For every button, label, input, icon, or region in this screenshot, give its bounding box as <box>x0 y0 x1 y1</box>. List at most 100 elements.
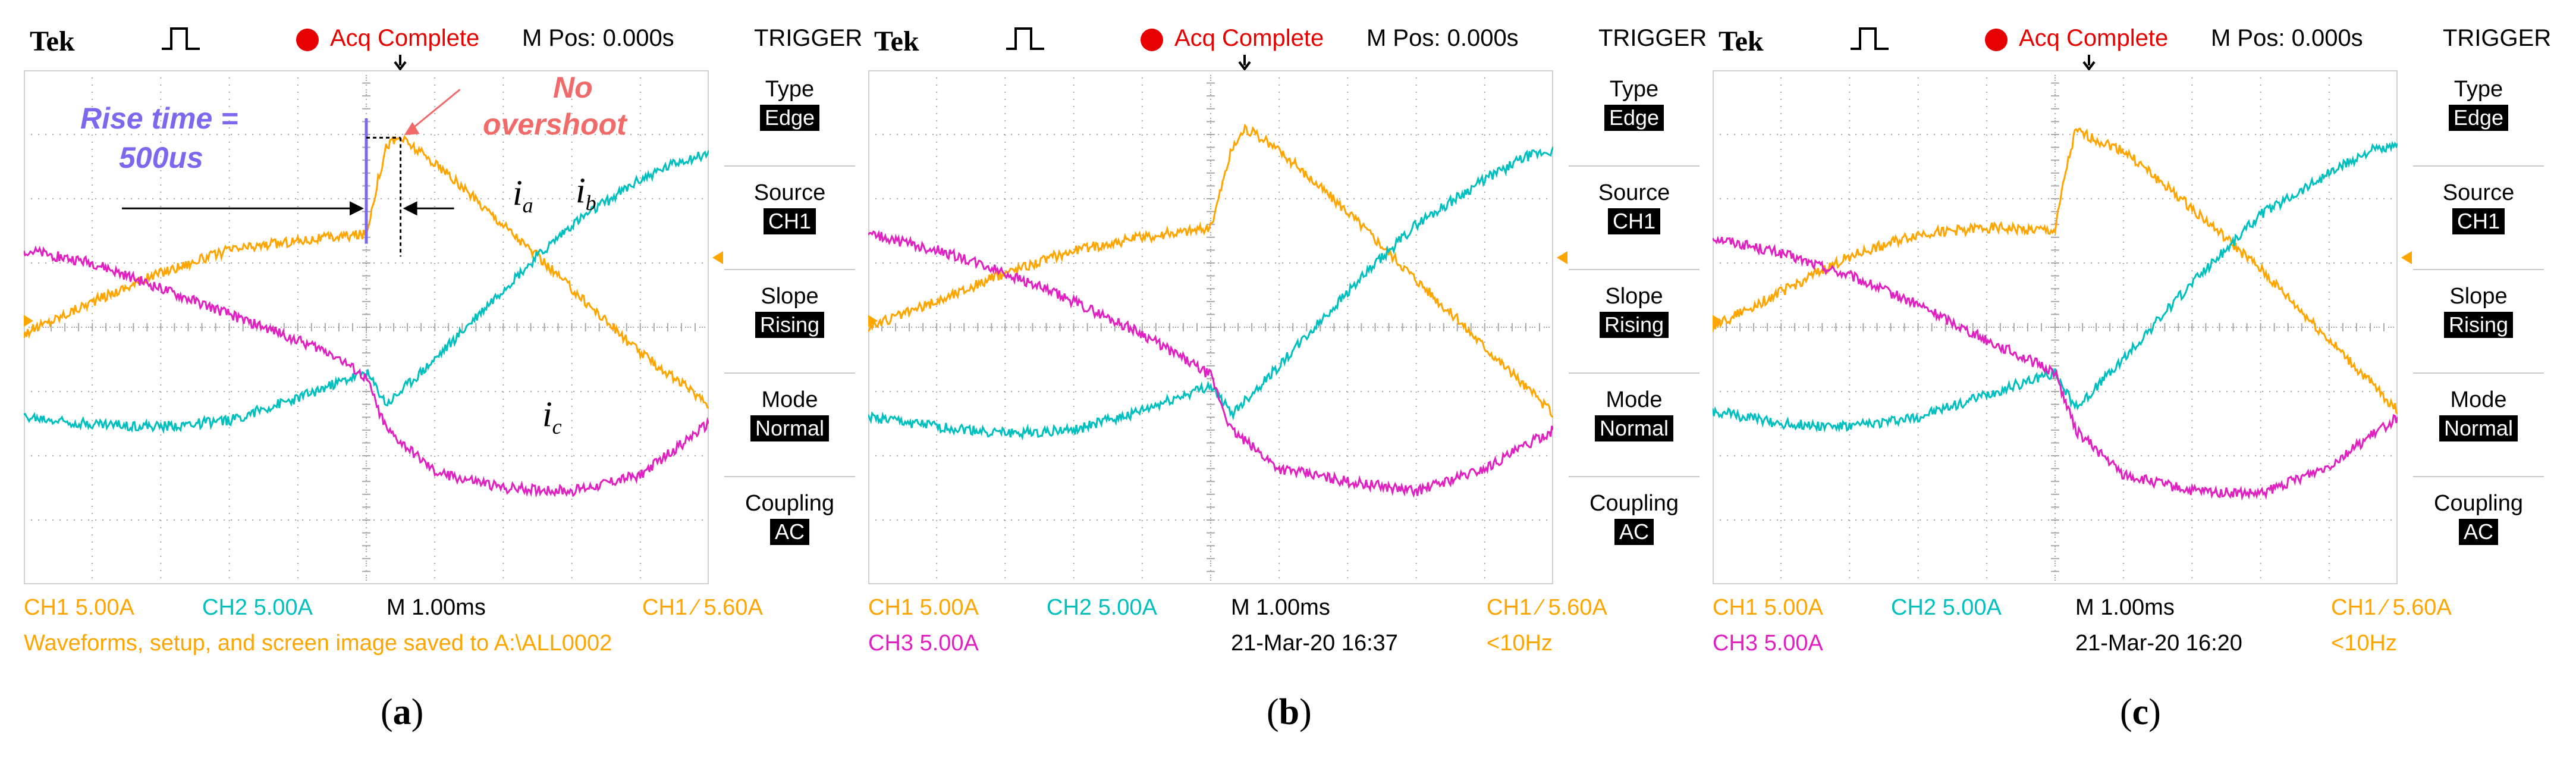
horizontal-position: M Pos: 0.000s <box>522 25 674 51</box>
horizontal-position: M Pos: 0.000s <box>2211 25 2363 51</box>
menu-item-coupling[interactable]: Coupling AC <box>1563 490 1705 545</box>
trigger-frequency: <10Hz <box>1487 631 1553 656</box>
trigger-menu: Type Edge Source CH1 Slope Rising Mode Norma… <box>1563 70 1705 584</box>
graticule-b <box>868 70 1553 584</box>
caption-b-letter: b <box>1278 692 1300 732</box>
caption-b: (b) <box>1267 691 1312 734</box>
menu-label-source: Source <box>753 180 826 205</box>
menu-item-slope[interactable]: Slope Rising <box>2407 283 2550 338</box>
menu-item-source[interactable]: Source CH1 <box>718 180 861 234</box>
trigger-frequency: <10Hz <box>2331 631 2397 656</box>
ch2-scale: CH2 5.00A <box>202 595 313 620</box>
menu-label-coupling: Coupling <box>745 491 834 516</box>
menu-item-coupling[interactable]: Coupling AC <box>718 490 861 545</box>
ch3-scale: CH3 5.00A <box>1713 631 1823 656</box>
menu-item-source[interactable]: Source CH1 <box>1563 180 1705 234</box>
label-ib: ib <box>576 170 596 215</box>
trigger-readout: CH1 ∕ 5.60A <box>2331 595 2452 620</box>
menu-value-slope: Rising <box>2443 312 2514 338</box>
menu-value-mode: Normal <box>750 415 829 441</box>
menu-item-mode[interactable]: Mode Normal <box>2407 387 2550 441</box>
menu-label-type: Type <box>765 77 815 102</box>
rise-time-label: Rise time = <box>80 102 238 135</box>
brand-logo: Tek <box>1719 26 1764 57</box>
menu-label-slope: Slope <box>761 284 819 309</box>
label-ic: ic <box>542 394 562 439</box>
timestamp: 21-Mar-20 16:20 <box>2075 631 2242 656</box>
menu-item-slope[interactable]: Slope Rising <box>718 283 861 338</box>
menu-label-coupling: Coupling <box>2434 491 2523 516</box>
acq-status: Acq Complete <box>2019 25 2169 51</box>
menu-divider <box>724 165 855 167</box>
menu-item-slope[interactable]: Slope Rising <box>1563 283 1705 338</box>
label-ic-base: i <box>542 394 552 434</box>
menu-label-slope: Slope <box>2449 284 2508 309</box>
menu-item-type[interactable]: Type Edge <box>718 76 861 131</box>
menu-value-slope: Rising <box>755 312 825 338</box>
trigger-pulse-icon <box>1006 27 1044 50</box>
menu-value-source: CH1 <box>1607 208 1661 234</box>
menu-label-coupling: Coupling <box>1589 491 1679 516</box>
menu-label-mode: Mode <box>2450 387 2507 412</box>
graticule-c <box>1713 70 2398 584</box>
ch2-scale: CH2 5.00A <box>1891 595 2002 620</box>
no-overshoot-label-2: overshoot <box>483 108 627 141</box>
trigger-menu-title: TRIGGER <box>2443 25 2552 51</box>
menu-label-source: Source <box>1598 180 1670 205</box>
timestamp: 21-Mar-20 16:37 <box>1231 631 1398 656</box>
overshoot-arrowhead <box>404 122 420 136</box>
scope-panel-b: Tek Acq Complete M Pos: 0.000s TRIGGER T… <box>868 13 1707 691</box>
caption-a: (a) <box>381 691 423 734</box>
menu-label-type: Type <box>1609 77 1659 102</box>
trigger-menu-title: TRIGGER <box>1598 25 1707 51</box>
ch2-scale: CH2 5.00A <box>1047 595 1157 620</box>
menu-item-mode[interactable]: Mode Normal <box>718 387 861 441</box>
ch1-scale: CH1 5.00A <box>1713 595 1823 620</box>
menu-divider <box>2413 372 2544 374</box>
ground-marker <box>24 315 33 327</box>
menu-item-type[interactable]: Type Edge <box>1563 76 1705 131</box>
graticule-border <box>868 70 1553 584</box>
ground-marker <box>1713 315 1722 327</box>
label-ic-sub: c <box>552 415 562 439</box>
graticule-a <box>24 70 709 584</box>
menu-item-type[interactable]: Type Edge <box>2407 76 2550 131</box>
timebase: M 1.00ms <box>387 595 486 620</box>
rise-arrowhead-left <box>350 201 364 216</box>
waveform-ic <box>1713 236 2398 501</box>
scope-header: Tek Acq Complete M Pos: 0.000s TRIGGER <box>1713 13 2552 71</box>
menu-item-mode[interactable]: Mode Normal <box>1563 387 1705 441</box>
menu-item-source[interactable]: Source CH1 <box>2407 180 2550 234</box>
scope-header: Tek Acq Complete M Pos: 0.000s TRIGGER <box>24 13 863 71</box>
caption-b-open: ( <box>1267 692 1279 732</box>
waveform-ic <box>868 230 1553 498</box>
trigger-position-arrow-icon <box>394 55 407 71</box>
scope-panel-a: Tek Acq Complete M Pos: 0.000s TRIGGER T… <box>24 13 863 691</box>
menu-label-mode: Mode <box>761 387 818 412</box>
ch1-trigger-level-marker <box>712 251 723 264</box>
menu-divider <box>1569 372 1699 374</box>
menu-value-coupling: AC <box>769 519 809 545</box>
menu-label-type: Type <box>2454 77 2503 102</box>
menu-label-source: Source <box>2442 180 2515 205</box>
menu-item-coupling[interactable]: Coupling AC <box>2407 490 2550 545</box>
caption-c-letter: c <box>2132 692 2149 732</box>
menu-value-mode: Normal <box>2439 415 2518 441</box>
rise-time-value: 500us <box>119 141 203 174</box>
menu-divider <box>1569 269 1699 270</box>
menu-divider <box>2413 476 2544 477</box>
menu-divider <box>1569 476 1699 477</box>
waveform-ia <box>868 123 1553 418</box>
menu-value-coupling: AC <box>2458 519 2498 545</box>
acq-status: Acq Complete <box>1174 25 1324 51</box>
label-ib-base: i <box>576 171 586 210</box>
scope-footer: CH1 5.00A CH2 5.00A M 1.00ms CH1 ∕ 5.60A… <box>24 584 861 691</box>
caption-a-close: ) <box>411 692 424 732</box>
save-message: Waveforms, setup, and screen image saved… <box>24 631 612 656</box>
ch1-trigger-level-marker <box>2401 251 2412 264</box>
caption-a-open: ( <box>381 692 393 732</box>
caption-a-letter: a <box>392 692 411 732</box>
trigger-pulse-icon <box>162 27 200 50</box>
menu-value-source: CH1 <box>763 208 816 234</box>
trigger-menu-title: TRIGGER <box>754 25 863 51</box>
